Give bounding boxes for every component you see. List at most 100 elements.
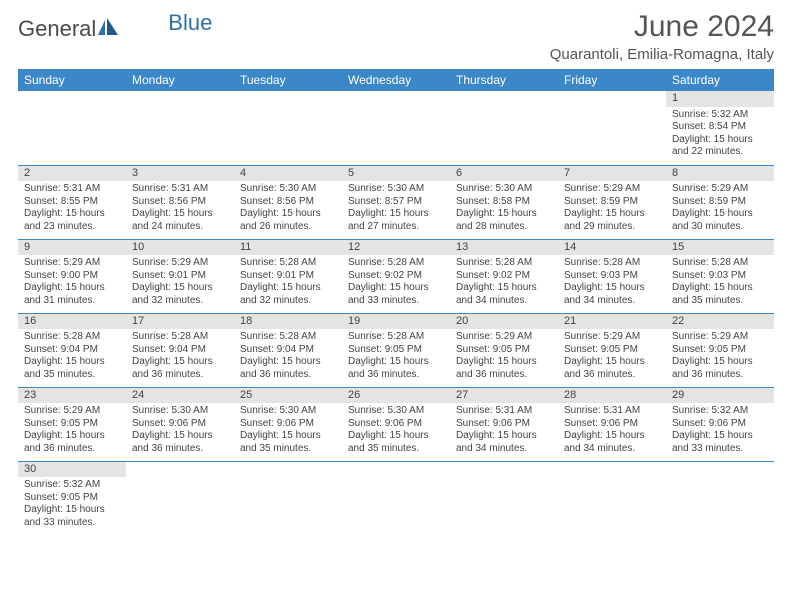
day-number: 23 (18, 388, 126, 404)
day-line: Sunset: 9:02 PM (348, 270, 444, 283)
day-line: Daylight: 15 hours (24, 208, 120, 221)
calendar-cell: 4Sunrise: 5:30 AMSunset: 8:56 PMDaylight… (234, 165, 342, 239)
day-line: Sunset: 8:57 PM (348, 196, 444, 209)
calendar-week: 30Sunrise: 5:32 AMSunset: 9:05 PMDayligh… (18, 461, 774, 535)
day-line: Sunset: 9:06 PM (348, 418, 444, 431)
calendar-cell: 22Sunrise: 5:29 AMSunset: 9:05 PMDayligh… (666, 313, 774, 387)
calendar-cell: 6Sunrise: 5:30 AMSunset: 8:58 PMDaylight… (450, 165, 558, 239)
day-line: Sunset: 8:59 PM (672, 196, 768, 209)
day-line: Sunrise: 5:30 AM (456, 183, 552, 196)
day-number: 30 (18, 462, 126, 478)
day-data: Sunrise: 5:29 AMSunset: 9:05 PMDaylight:… (666, 329, 774, 385)
day-line: Sunset: 8:56 PM (132, 196, 228, 209)
day-line: Sunrise: 5:29 AM (564, 331, 660, 344)
day-number: 21 (558, 314, 666, 330)
day-line: Daylight: 15 hours (564, 356, 660, 369)
calendar-cell: 23Sunrise: 5:29 AMSunset: 9:05 PMDayligh… (18, 387, 126, 461)
day-line: Daylight: 15 hours (672, 356, 768, 369)
day-line: and 35 minutes. (672, 295, 768, 308)
calendar-cell: 18Sunrise: 5:28 AMSunset: 9:04 PMDayligh… (234, 313, 342, 387)
day-line: Sunset: 9:05 PM (24, 418, 120, 431)
day-number: 2 (18, 166, 126, 182)
day-line: and 34 minutes. (456, 443, 552, 456)
day-line: Daylight: 15 hours (672, 430, 768, 443)
day-line: Sunrise: 5:29 AM (24, 405, 120, 418)
day-line: Sunset: 8:59 PM (564, 196, 660, 209)
day-line: and 36 minutes. (132, 443, 228, 456)
day-line: Sunset: 9:03 PM (564, 270, 660, 283)
day-line: Sunrise: 5:31 AM (456, 405, 552, 418)
day-line: Sunrise: 5:29 AM (672, 183, 768, 196)
day-data: Sunrise: 5:28 AMSunset: 9:03 PMDaylight:… (666, 255, 774, 311)
day-line: and 30 minutes. (672, 221, 768, 234)
day-data: Sunrise: 5:31 AMSunset: 8:56 PMDaylight:… (126, 181, 234, 237)
calendar-cell: 28Sunrise: 5:31 AMSunset: 9:06 PMDayligh… (558, 387, 666, 461)
day-line: Sunrise: 5:29 AM (672, 331, 768, 344)
day-number: 4 (234, 166, 342, 182)
day-line: Daylight: 15 hours (24, 282, 120, 295)
day-data: Sunrise: 5:28 AMSunset: 9:03 PMDaylight:… (558, 255, 666, 311)
day-line: Daylight: 15 hours (132, 430, 228, 443)
day-data: Sunrise: 5:28 AMSunset: 9:02 PMDaylight:… (450, 255, 558, 311)
day-number: 3 (126, 166, 234, 182)
day-number: 19 (342, 314, 450, 330)
day-line: Sunrise: 5:29 AM (24, 257, 120, 270)
calendar-cell (18, 91, 126, 165)
calendar-cell: 13Sunrise: 5:28 AMSunset: 9:02 PMDayligh… (450, 239, 558, 313)
day-line: Sunrise: 5:28 AM (672, 257, 768, 270)
calendar-cell: 17Sunrise: 5:28 AMSunset: 9:04 PMDayligh… (126, 313, 234, 387)
month-title: June 2024 (550, 10, 774, 44)
day-line: Sunset: 9:00 PM (24, 270, 120, 283)
day-header: Saturday (666, 69, 774, 91)
day-line: and 22 minutes. (672, 146, 768, 159)
day-line: Sunrise: 5:28 AM (348, 331, 444, 344)
day-line: and 33 minutes. (672, 443, 768, 456)
day-data: Sunrise: 5:30 AMSunset: 8:56 PMDaylight:… (234, 181, 342, 237)
calendar-cell (126, 91, 234, 165)
day-data: Sunrise: 5:28 AMSunset: 9:04 PMDaylight:… (234, 329, 342, 385)
day-line: and 29 minutes. (564, 221, 660, 234)
day-line: Daylight: 15 hours (348, 282, 444, 295)
calendar-cell: 30Sunrise: 5:32 AMSunset: 9:05 PMDayligh… (18, 461, 126, 535)
day-line: and 32 minutes. (132, 295, 228, 308)
day-line: Sunset: 9:01 PM (132, 270, 228, 283)
day-line: Sunrise: 5:28 AM (564, 257, 660, 270)
day-number: 26 (342, 388, 450, 404)
calendar-week: 16Sunrise: 5:28 AMSunset: 9:04 PMDayligh… (18, 313, 774, 387)
day-line: Sunset: 9:06 PM (672, 418, 768, 431)
day-line: Sunrise: 5:30 AM (348, 405, 444, 418)
title-block: June 2024 Quarantoli, Emilia-Romagna, It… (550, 10, 774, 63)
day-number: 25 (234, 388, 342, 404)
day-line: Sunrise: 5:31 AM (132, 183, 228, 196)
day-line: Sunset: 9:05 PM (672, 344, 768, 357)
day-line: Daylight: 15 hours (564, 282, 660, 295)
day-line: Sunset: 9:05 PM (456, 344, 552, 357)
day-line: Sunrise: 5:29 AM (564, 183, 660, 196)
calendar-cell: 10Sunrise: 5:29 AMSunset: 9:01 PMDayligh… (126, 239, 234, 313)
day-line: and 28 minutes. (456, 221, 552, 234)
day-line: Sunrise: 5:28 AM (132, 331, 228, 344)
day-line: Daylight: 15 hours (132, 208, 228, 221)
day-number: 24 (126, 388, 234, 404)
day-number: 27 (450, 388, 558, 404)
day-line: Sunrise: 5:29 AM (132, 257, 228, 270)
calendar-cell (558, 91, 666, 165)
day-number: 15 (666, 240, 774, 256)
calendar-cell: 15Sunrise: 5:28 AMSunset: 9:03 PMDayligh… (666, 239, 774, 313)
day-line: and 36 minutes. (132, 369, 228, 382)
day-data: Sunrise: 5:32 AMSunset: 9:06 PMDaylight:… (666, 403, 774, 459)
calendar-cell: 9Sunrise: 5:29 AMSunset: 9:00 PMDaylight… (18, 239, 126, 313)
calendar-cell (342, 91, 450, 165)
day-line: Daylight: 15 hours (24, 430, 120, 443)
day-line: and 34 minutes. (456, 295, 552, 308)
calendar-cell: 20Sunrise: 5:29 AMSunset: 9:05 PMDayligh… (450, 313, 558, 387)
day-header: Monday (126, 69, 234, 91)
day-line: Daylight: 15 hours (564, 430, 660, 443)
calendar-cell: 26Sunrise: 5:30 AMSunset: 9:06 PMDayligh… (342, 387, 450, 461)
day-data: Sunrise: 5:31 AMSunset: 8:55 PMDaylight:… (18, 181, 126, 237)
day-line: Daylight: 15 hours (132, 282, 228, 295)
day-line: Sunrise: 5:32 AM (672, 109, 768, 122)
day-data: Sunrise: 5:28 AMSunset: 9:02 PMDaylight:… (342, 255, 450, 311)
day-number: 11 (234, 240, 342, 256)
day-line: Sunset: 8:56 PM (240, 196, 336, 209)
